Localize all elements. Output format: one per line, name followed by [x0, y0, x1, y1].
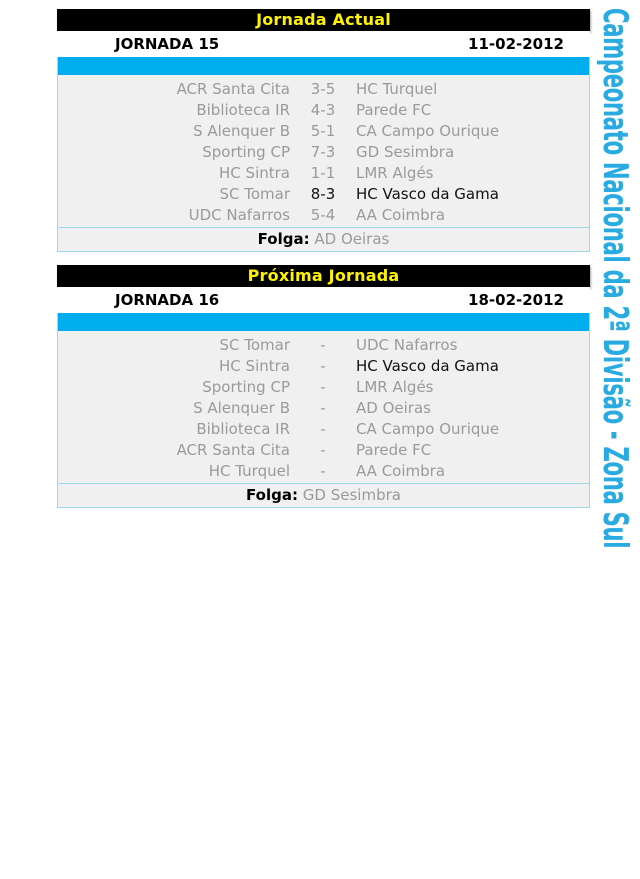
table-row[interactable]: HC Sintra - HC Vasco da Gama	[58, 355, 589, 376]
away-team: CA Campo Ourique	[356, 121, 500, 140]
away-team: UDC Nafarros	[356, 335, 458, 354]
home-team: HC Sintra	[219, 163, 290, 182]
away-team: AA Coimbra	[356, 461, 446, 480]
home-team: Sporting CP	[202, 377, 290, 396]
match-score: 8-3	[310, 184, 336, 203]
section-banner-next: Próxima Jornada	[57, 265, 590, 287]
match-score: 5-1	[310, 121, 336, 140]
home-team: Sporting CP	[202, 142, 290, 161]
round-header-current: JORNADA 15 11-02-2012	[57, 31, 590, 57]
table-row[interactable]: HC Sintra 1-1 LMR Algés	[58, 162, 589, 183]
match-score: -	[320, 419, 326, 438]
away-team: LMR Algés	[356, 163, 434, 182]
section-banner-current: Jornada Actual	[57, 9, 590, 31]
table-row[interactable]: SC Tomar 8-3 HC Vasco da Gama	[58, 183, 589, 204]
away-team: LMR Algés	[356, 377, 434, 396]
home-team: HC Sintra	[219, 356, 290, 375]
match-score: -	[320, 335, 326, 354]
away-team: HC Vasco da Gama	[356, 356, 499, 375]
match-score: -	[320, 356, 326, 375]
fixture-table-current: ACR Santa Cita 3-5 HC Turquel Biblioteca…	[57, 57, 590, 252]
round-date-next: 18-02-2012	[468, 291, 564, 309]
away-team: Parede FC	[356, 440, 432, 459]
match-score: -	[320, 440, 326, 459]
match-score: 7-3	[310, 142, 336, 161]
home-team: Biblioteca IR	[196, 100, 290, 119]
home-team: Biblioteca IR	[196, 419, 290, 438]
bye-label: Folga:	[257, 230, 310, 248]
home-team: S Alenquer B	[193, 398, 290, 417]
round-section-current: Jornada Actual JORNADA 15 11-02-2012 ACR…	[57, 9, 590, 252]
competition-side-title: Campeonato Nacional da 2ª Divisão - Zona…	[594, 0, 640, 548]
page-root: Jornada Actual JORNADA 15 11-02-2012 ACR…	[57, 0, 640, 549]
bye-team: GD Sesimbra	[302, 486, 401, 504]
away-team: AA Coimbra	[356, 205, 446, 224]
home-team: SC Tomar	[219, 335, 290, 354]
home-team: UDC Nafarros	[188, 205, 290, 224]
bye-label: Folga:	[246, 486, 298, 504]
match-score: -	[320, 377, 326, 396]
bye-team: AD Oeiras	[314, 230, 390, 248]
home-team: ACR Santa Cita	[176, 79, 290, 98]
match-score: 1-1	[310, 163, 336, 182]
match-score: 3-5	[310, 79, 336, 98]
table-row[interactable]: ACR Santa Cita - Parede FC	[58, 439, 589, 460]
away-team: CA Campo Ourique	[356, 419, 500, 438]
table-row[interactable]: ACR Santa Cita 3-5 HC Turquel	[58, 78, 589, 99]
table-row[interactable]: HC Turquel - AA Coimbra	[58, 460, 589, 481]
table-accent-bar-current	[58, 57, 589, 75]
round-number-current: JORNADA 15	[115, 35, 220, 53]
bye-row-current: Folga: AD Oeiras	[58, 227, 589, 251]
competition-title-label: Campeonato Nacional da 2ª Divisão - Zona…	[595, 8, 635, 549]
match-score: 5-4	[310, 205, 336, 224]
home-team: S Alenquer B	[193, 121, 290, 140]
table-row[interactable]: S Alenquer B 5-1 CA Campo Ourique	[58, 120, 589, 141]
match-score: -	[320, 461, 326, 480]
away-team: HC Turquel	[356, 79, 438, 98]
round-section-next: Próxima Jornada JORNADA 16 18-02-2012 SC…	[57, 265, 590, 508]
table-row[interactable]: Biblioteca IR - CA Campo Ourique	[58, 418, 589, 439]
bye-row-next: Folga: GD Sesimbra	[58, 483, 589, 507]
match-rows-current: ACR Santa Cita 3-5 HC Turquel Biblioteca…	[58, 75, 589, 227]
rounds-container: Jornada Actual JORNADA 15 11-02-2012 ACR…	[57, 9, 590, 508]
table-row[interactable]: Sporting CP 7-3 GD Sesimbra	[58, 141, 589, 162]
home-team: HC Turquel	[208, 461, 290, 480]
round-date-current: 11-02-2012	[468, 35, 564, 53]
section-spacer	[57, 252, 590, 265]
home-team: SC Tomar	[219, 184, 290, 203]
round-number-next: JORNADA 16	[115, 291, 220, 309]
table-accent-bar-next	[58, 313, 589, 331]
table-row[interactable]: S Alenquer B - AD Oeiras	[58, 397, 589, 418]
home-team: ACR Santa Cita	[176, 440, 290, 459]
away-team: AD Oeiras	[356, 398, 431, 417]
table-row[interactable]: UDC Nafarros 5-4 AA Coimbra	[58, 204, 589, 225]
table-row[interactable]: Sporting CP - LMR Algés	[58, 376, 589, 397]
competition-title-text: Campeonato Nacional da 2ª Divisão - Zona…	[595, 8, 635, 548]
round-header-next: JORNADA 16 18-02-2012	[57, 287, 590, 313]
away-team: Parede FC	[356, 100, 432, 119]
match-score: -	[320, 398, 326, 417]
away-team: GD Sesimbra	[356, 142, 455, 161]
match-rows-next: SC Tomar - UDC Nafarros HC Sintra - HC V…	[58, 331, 589, 483]
fixture-table-next: SC Tomar - UDC Nafarros HC Sintra - HC V…	[57, 313, 590, 508]
table-row[interactable]: SC Tomar - UDC Nafarros	[58, 334, 589, 355]
match-score: 4-3	[310, 100, 336, 119]
table-row[interactable]: Biblioteca IR 4-3 Parede FC	[58, 99, 589, 120]
away-team: HC Vasco da Gama	[356, 184, 499, 203]
